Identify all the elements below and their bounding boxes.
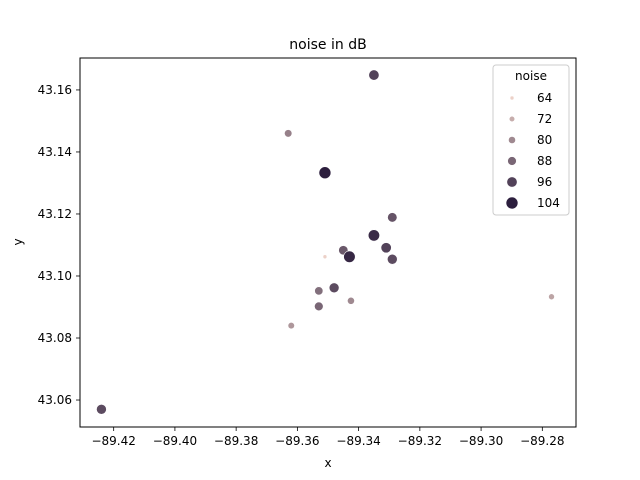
- legend-marker: [508, 115, 516, 123]
- y-tick-label: 43.12: [38, 207, 72, 221]
- x-tick-label: −89.34: [336, 434, 380, 448]
- data-point: [367, 229, 380, 242]
- data-point: [548, 293, 555, 301]
- data-point: [380, 242, 392, 254]
- data-point: [328, 282, 340, 294]
- x-tick-label: −89.40: [153, 434, 197, 448]
- legend-label: 64: [537, 91, 552, 105]
- legend-label: 72: [537, 112, 552, 126]
- legend-entries: 64 72 80 88 96 104: [505, 91, 560, 210]
- x-tick-label: −89.28: [520, 434, 564, 448]
- data-point: [387, 212, 398, 223]
- x-tick-label: −89.42: [91, 434, 135, 448]
- data-point: [314, 286, 324, 296]
- y-tick-label: 43.08: [38, 331, 72, 345]
- legend-label: 88: [537, 154, 552, 168]
- legend-label: 80: [537, 133, 552, 147]
- legend-marker: [509, 95, 515, 101]
- data-point: [314, 301, 324, 312]
- y-tick-label: 43.06: [38, 393, 72, 407]
- data-point: [322, 254, 328, 260]
- legend-marker: [505, 196, 519, 210]
- data-point: [343, 250, 356, 263]
- data-point: [368, 69, 380, 81]
- data-point: [287, 322, 295, 330]
- legend-marker: [506, 176, 518, 188]
- legend-label: 104: [537, 196, 560, 210]
- legend-title: noise: [515, 69, 547, 83]
- legend-marker: [507, 156, 517, 166]
- data-point: [284, 129, 293, 138]
- legend: noise 64 72 80 88 96 104: [492, 64, 570, 216]
- y-axis-label: y: [11, 238, 25, 245]
- y-tick-label: 43.14: [38, 145, 72, 159]
- x-axis-label: x: [324, 456, 331, 470]
- legend-box: [492, 64, 570, 216]
- data-point: [347, 296, 355, 305]
- points-layer: [96, 69, 555, 415]
- y-tick-label: 43.16: [38, 83, 72, 97]
- data-point: [96, 404, 107, 415]
- x-axis-ticks: −89.42 −89.40 −89.38 −89.36 −89.34 −89.32 −89.…: [91, 427, 565, 448]
- x-tick-label: −89.32: [398, 434, 442, 448]
- data-point: [318, 166, 332, 180]
- x-tick-label: −89.36: [275, 434, 319, 448]
- x-tick-label: −89.38: [214, 434, 258, 448]
- y-tick-label: 43.10: [38, 269, 72, 283]
- chart-title: noise in dB: [289, 37, 366, 53]
- legend-label: 96: [537, 175, 552, 189]
- y-axis-ticks: 43.06 43.08 43.10 43.12 43.14 43.16: [38, 83, 80, 407]
- legend-marker: [508, 136, 516, 144]
- plot-frame: [79, 57, 577, 428]
- x-tick-label: −89.30: [459, 434, 503, 448]
- data-point: [386, 253, 398, 265]
